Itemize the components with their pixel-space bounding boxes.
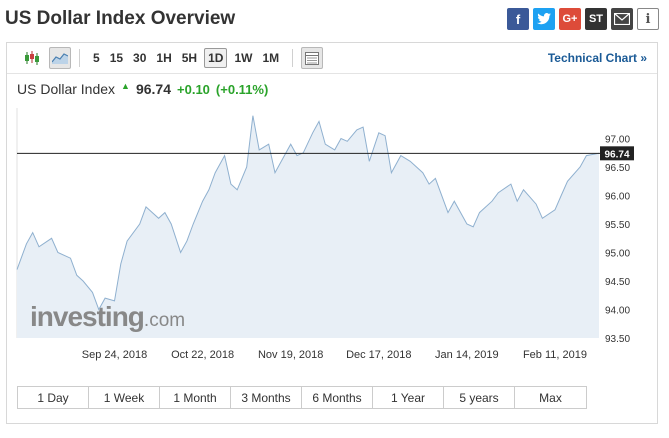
y-tick-label: 93.50	[605, 334, 630, 345]
timeframe-30[interactable]: 30	[133, 51, 147, 65]
y-tick-label: 97.00	[605, 135, 630, 146]
info-icon[interactable]: i	[637, 8, 659, 30]
last-price: 96.74	[135, 81, 172, 97]
toolbar-divider	[292, 49, 294, 67]
x-tick-label: Sep 24, 2018	[82, 349, 147, 361]
timeframe-5h[interactable]: 5H	[181, 51, 198, 65]
y-tick-label: 94.00	[605, 306, 630, 317]
x-tick-label: Feb 11, 2019	[523, 349, 587, 361]
stocktwits-icon[interactable]: ST	[585, 8, 607, 30]
candlestick-icon[interactable]	[21, 47, 43, 69]
y-tick-label: 95.50	[605, 220, 630, 231]
price-change-percent: (+0.11%)	[215, 82, 269, 97]
y-tick-label: 94.50	[605, 277, 630, 288]
x-tick-label: Oct 22, 2018	[171, 349, 234, 361]
toolbar-divider	[79, 49, 80, 67]
investing-watermark: investing .com	[30, 301, 185, 333]
timeframe-5[interactable]: 5	[93, 51, 100, 65]
chart-toolbar: 5 15 30 1H 5H 1D 1W 1M Technical Chart »	[7, 43, 657, 74]
range-button-1-year[interactable]: 1 Year	[373, 387, 444, 408]
instrument-name: US Dollar Index	[17, 81, 116, 97]
timeframe-1w[interactable]: 1W	[234, 51, 253, 65]
range-button-5-years[interactable]: 5 years	[444, 387, 515, 408]
timeframe-15[interactable]: 15	[109, 51, 124, 65]
watermark-suffix: .com	[143, 310, 186, 331]
x-tick-label: Jan 14, 2019	[435, 349, 499, 361]
technical-chart-link[interactable]: Technical Chart »	[547, 51, 647, 65]
range-button-3-months[interactable]: 3 Months	[231, 387, 302, 408]
share-bar: f G+ ST i	[507, 8, 659, 30]
area-chart-icon[interactable]	[49, 47, 71, 69]
twitter-icon[interactable]	[533, 8, 555, 30]
range-button-1-month[interactable]: 1 Month	[160, 387, 231, 408]
range-button-1-week[interactable]: 1 Week	[89, 387, 160, 408]
range-button-max[interactable]: Max	[515, 387, 586, 408]
last-value-label: 96.74	[604, 149, 629, 160]
area-fill	[17, 115, 599, 338]
watermark-brand: investing	[30, 301, 145, 332]
chart-widget: 5 15 30 1H 5H 1D 1W 1M Technical Chart »…	[6, 42, 658, 424]
last-value-badge	[600, 146, 634, 161]
y-tick-label: 96.00	[605, 192, 630, 203]
facebook-icon[interactable]: f	[507, 8, 529, 30]
y-tick-label: 96.50	[605, 163, 630, 174]
x-tick-label: Dec 17, 2018	[346, 349, 411, 361]
up-arrow-icon: ▲	[121, 81, 130, 91]
mail-icon[interactable]	[611, 8, 633, 30]
google-plus-icon[interactable]: G+	[559, 8, 581, 30]
timeframe-1m[interactable]: 1M	[262, 51, 280, 65]
y-tick-label: 95.00	[605, 249, 630, 260]
price-chart[interactable]: 97.00 96.50 96.00 95.50 95.00 94.50 94.00 93.50…	[7, 43, 657, 383]
series-line	[16, 115, 600, 311]
range-button-6-months[interactable]: 6 Months	[302, 387, 373, 408]
table-icon[interactable]	[301, 47, 324, 69]
timeframe-1h[interactable]: 1H	[156, 51, 172, 65]
range-button-1-day[interactable]: 1 Day	[18, 387, 89, 408]
price-change: +0.10	[177, 82, 210, 97]
range-selector: 1 Day 1 Week 1 Month 3 Months 6 Months 1 Year…	[17, 386, 587, 409]
page-title: US Dollar Index Overview	[5, 8, 236, 29]
x-tick-label: Nov 19, 2018	[258, 349, 323, 361]
quote-header: US Dollar Index ▲ 96.74 +0.10 (+0.11%)	[17, 81, 268, 97]
timeframe-1d[interactable]: 1D	[204, 48, 228, 68]
